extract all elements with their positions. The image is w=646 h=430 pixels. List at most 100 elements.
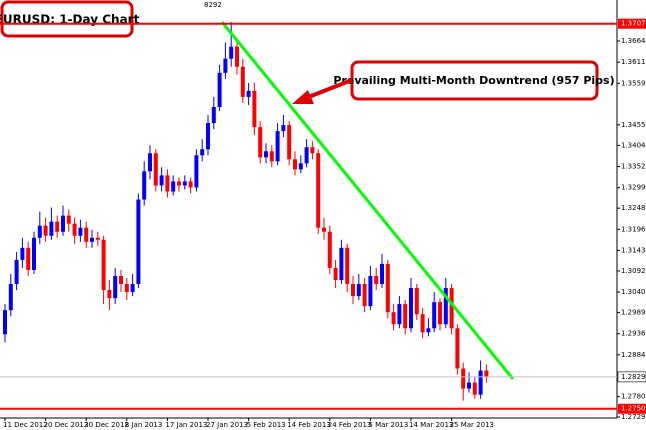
candle-body bbox=[90, 237, 94, 242]
y-tick-label: 1.31435 bbox=[621, 246, 646, 254]
candle-body bbox=[148, 153, 152, 172]
candle-body bbox=[84, 227, 89, 242]
x-tick-label: 8 Jan 2013 bbox=[125, 421, 163, 429]
candle-body bbox=[252, 90, 257, 128]
candle-body bbox=[298, 163, 303, 170]
y-tick-label: 1.35590 bbox=[621, 79, 646, 87]
candle-body bbox=[194, 155, 199, 188]
candle-body bbox=[124, 284, 129, 293]
x-tick-label: 11 Dec 2012 bbox=[3, 421, 48, 429]
plot-area bbox=[3, 22, 489, 401]
candle-body bbox=[107, 290, 112, 299]
candle-body bbox=[380, 263, 384, 285]
candle-body bbox=[472, 382, 477, 395]
candle-body bbox=[240, 66, 245, 97]
candle-body bbox=[66, 215, 71, 224]
candle-body bbox=[293, 159, 297, 170]
candle-body bbox=[327, 231, 332, 268]
candle-body bbox=[153, 153, 158, 186]
candle-body bbox=[43, 225, 48, 236]
candle-body bbox=[206, 123, 210, 150]
y-tick-label: 1.30400 bbox=[621, 288, 646, 296]
candle-body bbox=[478, 370, 483, 395]
candle-body bbox=[316, 153, 321, 228]
candle-body bbox=[438, 302, 442, 325]
candle-body bbox=[449, 288, 454, 329]
candle-body bbox=[432, 302, 437, 329]
y-tick-label: 1.31960 bbox=[621, 225, 646, 233]
candle-body bbox=[8, 284, 13, 311]
current-price-label: 1.28292 bbox=[621, 373, 646, 381]
candle-body bbox=[113, 275, 118, 299]
candle-body bbox=[188, 181, 193, 188]
arrow-shaft bbox=[305, 78, 353, 100]
x-tick-label: 24 Feb 2013 bbox=[328, 421, 372, 429]
trend-note: Prevailing Multi-Month Downtrend (957 Pi… bbox=[333, 60, 615, 101]
x-tick-label: 25 Mar 2013 bbox=[450, 421, 494, 429]
arrow bbox=[292, 78, 353, 104]
candle-body bbox=[182, 181, 187, 186]
y-tick-label: 1.32995 bbox=[621, 184, 646, 192]
note-text: Prevailing Multi-Month Downtrend (957 Pi… bbox=[333, 74, 614, 87]
title-frame bbox=[0, 0, 134, 38]
candle-body bbox=[362, 284, 367, 307]
current-price-box bbox=[617, 371, 646, 383]
header-fragment: 8292 bbox=[204, 1, 222, 9]
level-box bbox=[618, 403, 646, 414]
x-tick-label: 5 Feb 2013 bbox=[247, 421, 286, 429]
candle-body bbox=[467, 382, 471, 389]
candle-body bbox=[235, 46, 239, 67]
candle-body bbox=[142, 171, 147, 200]
candle-body bbox=[101, 239, 106, 291]
candle-body bbox=[26, 247, 31, 270]
candle-body bbox=[455, 328, 460, 369]
candle-body bbox=[211, 106, 216, 124]
level-label: 1.37070 bbox=[621, 20, 646, 28]
candle-body bbox=[32, 237, 36, 270]
candle-body bbox=[3, 310, 7, 335]
candle-body bbox=[200, 149, 205, 156]
x-tick-label: 20 Dec 2012 bbox=[44, 421, 89, 429]
candle-body bbox=[368, 275, 373, 307]
candle-body bbox=[55, 221, 60, 232]
candle-body bbox=[61, 215, 65, 232]
candle-body bbox=[159, 175, 164, 186]
candle-body bbox=[119, 275, 123, 285]
candle-body bbox=[264, 151, 268, 158]
candle-body bbox=[339, 247, 344, 280]
x-tick-label: 17 Jan 2013 bbox=[165, 421, 207, 429]
candle-body bbox=[351, 284, 355, 297]
candle-body bbox=[345, 247, 350, 285]
y-tick-label: 1.36115 bbox=[621, 58, 646, 66]
y-tick-label: 1.32485 bbox=[621, 204, 646, 212]
candle-body bbox=[246, 90, 251, 97]
candle-body bbox=[49, 221, 54, 236]
candle-body bbox=[258, 127, 263, 158]
x-tick-label: 30 Dec 2012 bbox=[84, 421, 129, 429]
candle-body bbox=[391, 312, 396, 325]
level-box bbox=[618, 18, 646, 29]
candle-body bbox=[78, 227, 83, 236]
candle-body bbox=[37, 225, 42, 238]
candle-body bbox=[397, 304, 402, 325]
candle-body bbox=[165, 175, 170, 192]
y-tick-label: 1.27295 bbox=[621, 413, 646, 421]
y-tick-label: 1.28840 bbox=[621, 351, 646, 359]
candle-body bbox=[403, 304, 408, 329]
candle-body bbox=[420, 314, 425, 333]
x-tick-label: 14 Feb 2013 bbox=[287, 421, 331, 429]
candle-body bbox=[333, 267, 338, 280]
y-tick-label: 1.29365 bbox=[621, 330, 646, 338]
y-tick-label: 1.30925 bbox=[621, 267, 646, 275]
candle-body bbox=[217, 72, 222, 107]
candle-body bbox=[322, 227, 326, 232]
candle-body bbox=[14, 259, 19, 285]
trendline bbox=[220, 21, 515, 380]
candle-body bbox=[269, 151, 274, 162]
candle-body bbox=[310, 147, 315, 154]
candle-body bbox=[287, 125, 292, 160]
candle-body bbox=[72, 223, 77, 236]
candle-body bbox=[484, 370, 489, 377]
candle-body bbox=[20, 247, 25, 260]
